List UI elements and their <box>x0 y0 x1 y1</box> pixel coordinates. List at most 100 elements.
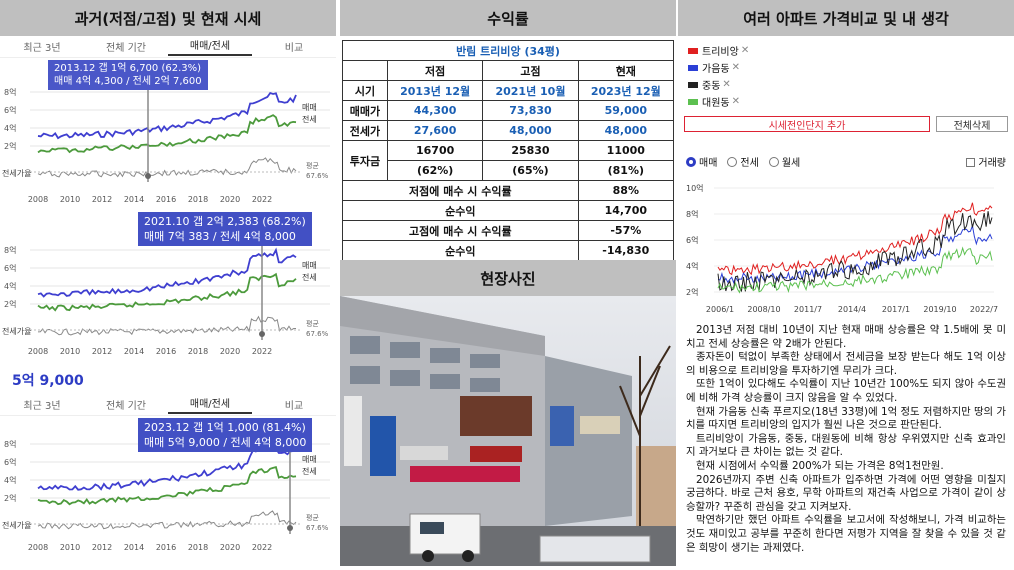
legend-swatch <box>688 64 698 71</box>
tab-compare[interactable]: 비교 <box>284 43 304 54</box>
tab-sale-jeonse[interactable]: 매매/전세 <box>168 37 252 56</box>
x-tick-label: 2014 <box>124 195 144 204</box>
net-profit-label: 순수익 <box>342 240 579 261</box>
y-tick-label: 6억 <box>4 457 16 467</box>
radio-icon <box>768 157 779 167</box>
close-icon[interactable]: ✕ <box>731 96 740 107</box>
sale-high: 73,830 <box>482 100 579 121</box>
sale-line <box>37 91 297 140</box>
x-tick-label: 2016 <box>156 543 176 552</box>
y-tick-label: 10억 <box>686 183 704 193</box>
radio-monthly[interactable]: 월세 <box>768 154 800 169</box>
marker-dot <box>145 173 151 179</box>
x-tick-label: 2008 <box>28 347 48 356</box>
x-tick-label: 2010 <box>60 347 80 356</box>
jeonse-line <box>37 465 297 506</box>
chart-tabs: 최근 3년 전체 기간 매매/전세 비교 <box>0 394 336 416</box>
row-label-jeonse: 전세가 <box>342 120 388 141</box>
y-tick-label: 2억 <box>4 299 16 309</box>
y-tick-label: 6억 <box>4 263 16 273</box>
street-photo-illustration <box>340 296 676 566</box>
tab-all-period[interactable]: 전체 기간 <box>106 401 146 412</box>
close-icon[interactable]: ✕ <box>722 79 731 90</box>
y-tick-label: 2억 <box>4 493 16 503</box>
return-table: 반림 트리비앙 (34평) 저점 고점 현재 시기 2013년 12월 2021… <box>342 40 675 261</box>
essay-paragraph: 현재 가음동 신축 푸르지오(18년 33평)에 1억 정도 저렴하지만 땅의 … <box>686 405 1006 432</box>
y-tick-label: 8억 <box>4 245 16 255</box>
avg-label: 평균 <box>306 319 319 328</box>
x-tick-label: 2016 <box>156 347 176 356</box>
y-tick-label: 4억 <box>4 123 16 133</box>
panel-header: 여러 아파트 가격비교 및 내 생각 <box>678 0 1014 36</box>
legend-item[interactable]: 중동 ✕ <box>688 76 1004 93</box>
sale-low: 44,300 <box>386 100 484 121</box>
close-icon[interactable]: ✕ <box>731 62 740 73</box>
x-tick-label: 2016 <box>156 195 176 204</box>
add-complex-button[interactable]: 시세전인단지 추가 <box>684 116 930 132</box>
x-tick-label: 2014 <box>124 543 144 552</box>
x-tick-label: 2018 <box>188 543 208 552</box>
price-chart-current: 8억 6억 4억 2억 매매 전세 전세가율 평균 67.6% 2008 2010 2012 2014 2… <box>0 416 336 556</box>
price-history-panel: 과거(저점/고점) 및 현재 시세 최근 3년 전체 기간 매매/전세 비교 8… <box>0 0 336 570</box>
x-tick-label: 2008 <box>28 543 48 552</box>
legend-swatch <box>688 81 698 88</box>
x-tick-label: 2010 <box>60 543 80 552</box>
date-low: 2013년 12월 <box>386 80 484 101</box>
price-chart-high: 8억 6억 4억 2억 매매 전세 전세가율 평균 67.6% 2008 2010 2012 2014 2… <box>0 208 336 360</box>
current-price: 5억 9,000 <box>12 373 84 389</box>
price-summary: 5억 9,000 <box>0 360 336 394</box>
avg-value: 67.6% <box>306 172 329 180</box>
jeonse-now: 48,000 <box>577 120 675 141</box>
marker-dot <box>287 525 293 531</box>
legend-item[interactable]: 가음동 ✕ <box>688 59 1004 76</box>
y-tick-label: 2억 <box>4 141 16 151</box>
radio-jeonse[interactable]: 전세 <box>727 154 759 169</box>
tab-all-period[interactable]: 전체 기간 <box>106 43 146 54</box>
x-tick-label: 2020 <box>220 543 240 552</box>
jeonse-high: 48,000 <box>482 120 579 141</box>
row-label-invest: 투자금 <box>342 140 388 181</box>
x-tick-label: 2014 <box>124 347 144 356</box>
jeonse-line <box>37 272 297 312</box>
return-panel: 수익률 반림 트리비앙 (34평) 저점 고점 현재 시기 2013년 12월 … <box>340 0 676 570</box>
essay-paragraph: 2026년까지 주변 신축 아파트가 입주하면 가격에 어떤 영향을 미칠지 궁… <box>686 473 1006 513</box>
avg-value: 67.6% <box>306 524 329 532</box>
high-buy-rate: -57% <box>577 220 675 241</box>
jeonse-low: 27,600 <box>386 120 484 141</box>
x-tick-label: 2020 <box>220 195 240 204</box>
jeonse-rate-line <box>37 315 297 336</box>
close-icon[interactable]: ✕ <box>740 45 750 56</box>
tab-compare[interactable]: 비교 <box>284 401 304 412</box>
delete-all-button[interactable]: 전체삭제 <box>936 116 1008 132</box>
legend-item[interactable]: 트리비앙 ✕ <box>688 42 1004 59</box>
series-label-sale: 매매 <box>302 103 317 112</box>
marker-dot <box>259 331 265 337</box>
radio-icon <box>727 157 738 167</box>
legend-item[interactable]: 대원동 ✕ <box>688 93 1004 110</box>
tab-sale-jeonse[interactable]: 매매/전세 <box>168 395 252 414</box>
net-profit-low: 14,700 <box>577 200 675 221</box>
panel-header: 과거(저점/고점) 및 현재 시세 <box>0 0 336 36</box>
compare-actions: 시세전인단지 추가 전체삭제 <box>678 110 1014 132</box>
row-label-period: 시기 <box>342 80 388 101</box>
x-tick-label: 2022 <box>252 347 272 356</box>
y-tick-label: 8억 <box>686 209 698 219</box>
series-label-sale: 매매 <box>302 455 317 464</box>
compare-panel: 여러 아파트 가격비교 및 내 생각 트리비앙 ✕ 가음동 ✕ 중동 ✕ 대원동 ✕ 시… <box>678 0 1014 570</box>
col-header-low: 저점 <box>386 60 484 81</box>
jeonse-rate-label: 전세가율 <box>2 168 31 178</box>
return-table-wrap: 반림 트리비앙 (34평) 저점 고점 현재 시기 2013년 12월 2021… <box>340 36 676 261</box>
series-label-jeonse: 전세 <box>302 114 317 124</box>
jeonse-rate-line <box>37 510 297 530</box>
row-label-sale: 매매가 <box>342 100 388 121</box>
radio-sale[interactable]: 매매 <box>686 154 717 169</box>
tab-recent-3y[interactable]: 최근 3년 <box>23 401 61 412</box>
col-header-now: 현재 <box>577 60 675 81</box>
invest-pct-high: (65%) <box>482 160 579 181</box>
price-type-radios: 매매 전세 월세 거래량 <box>678 132 1014 169</box>
avg-label: 평균 <box>306 513 319 522</box>
low-buy-label: 저점에 매수 시 수익률 <box>342 180 579 201</box>
x-tick-label: 2008 <box>28 195 48 204</box>
tab-recent-3y[interactable]: 최근 3년 <box>23 43 61 54</box>
volume-checkbox[interactable]: 거래량 <box>966 154 1006 169</box>
